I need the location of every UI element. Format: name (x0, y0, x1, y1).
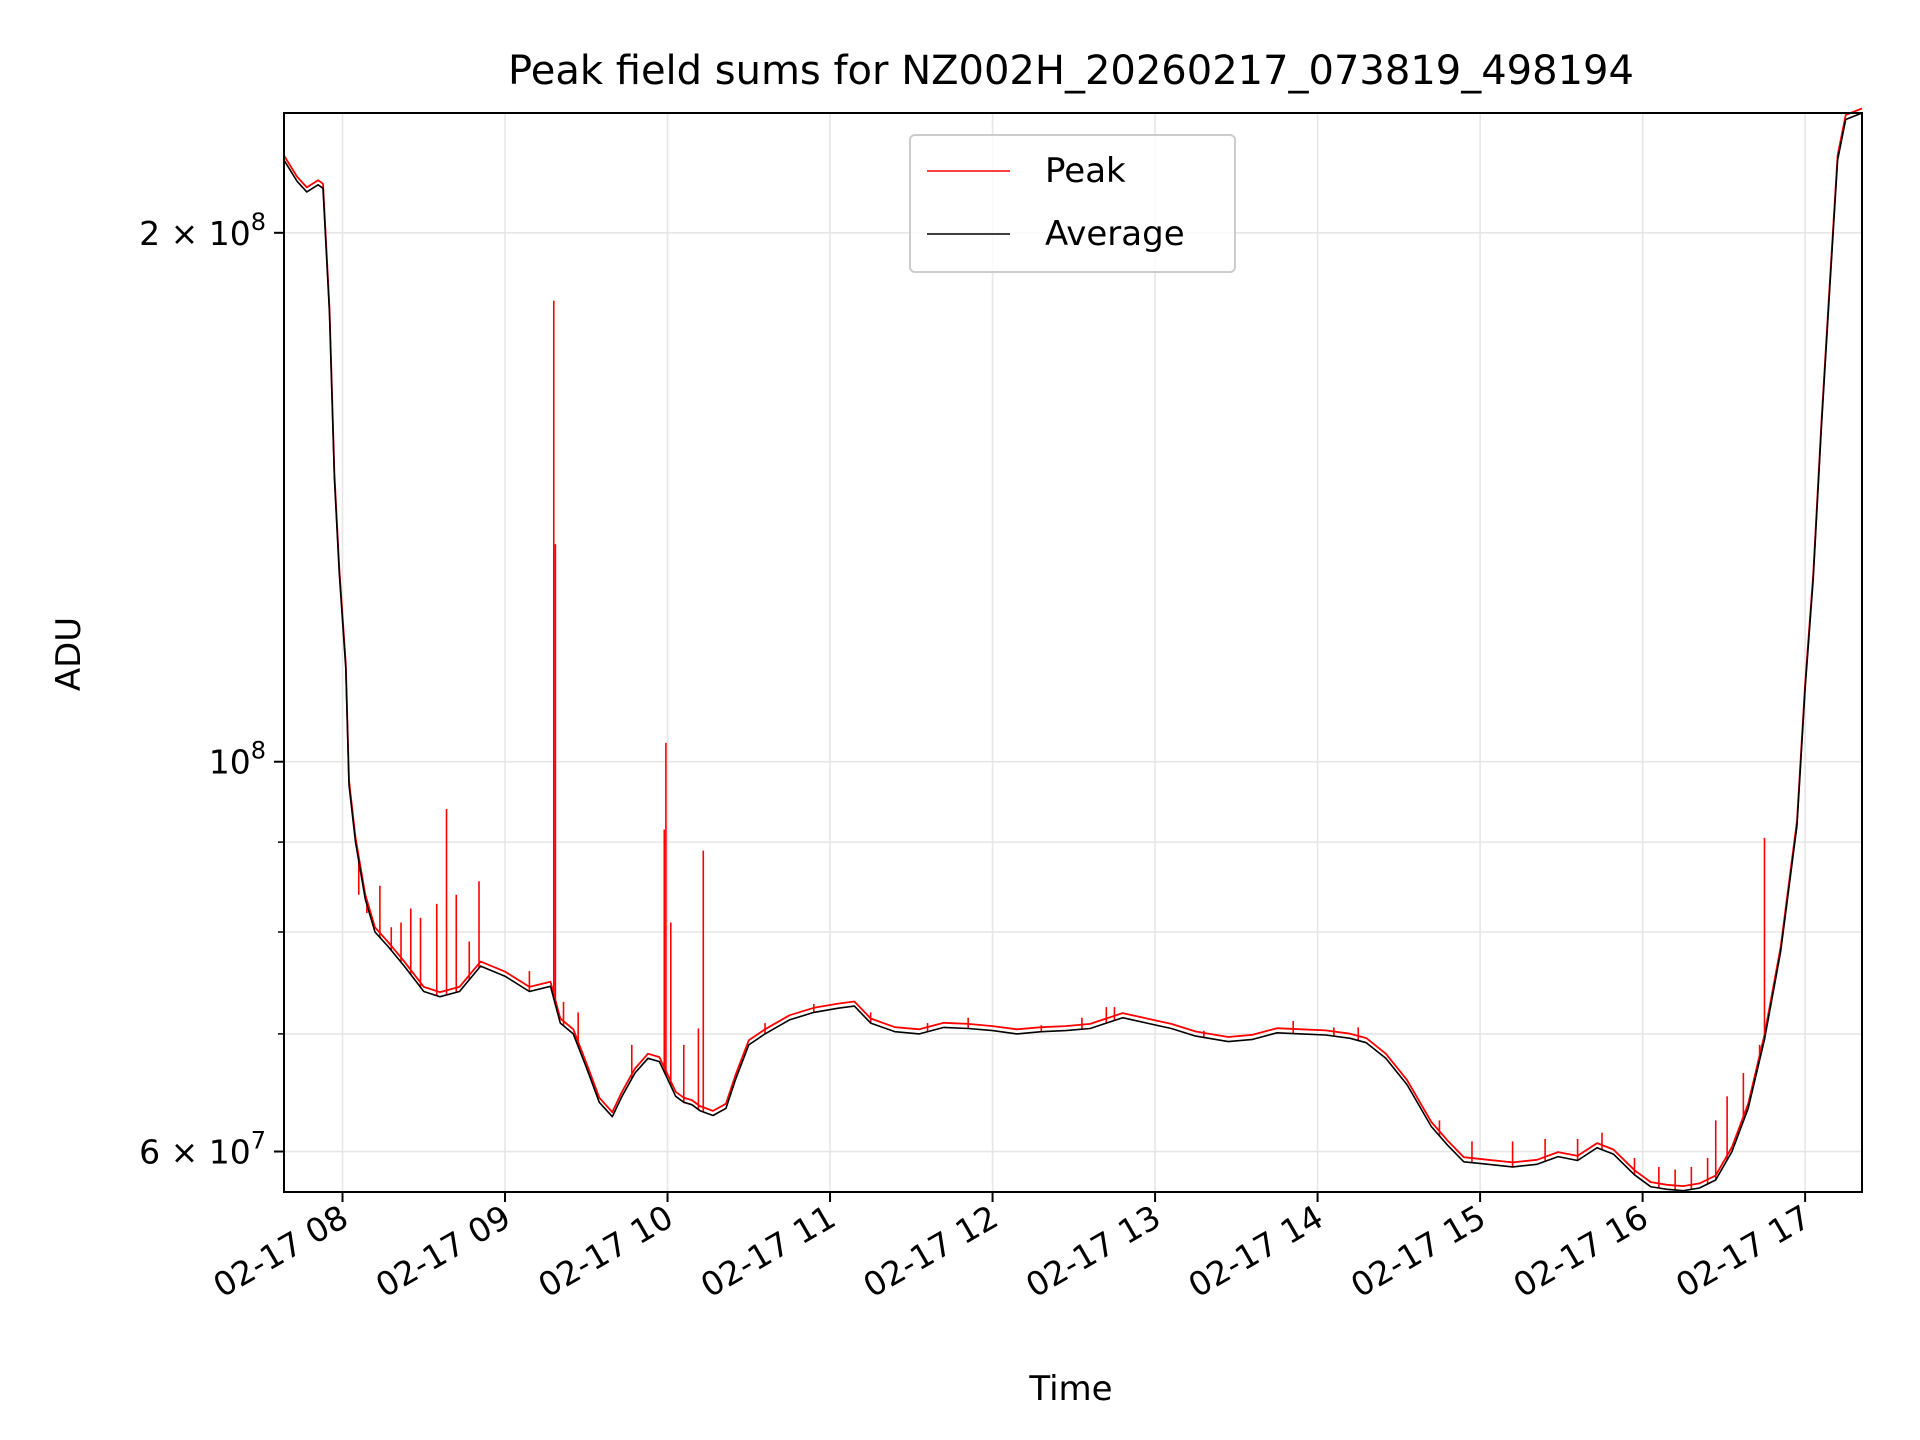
x-tick-label: 02-17 12 (857, 1197, 1005, 1305)
plot-frame (283, 112, 1863, 1193)
x-tick-label: 02-17 14 (1182, 1197, 1330, 1305)
legend-label-average: Average (1045, 214, 1185, 254)
x-axis-label: Time (1028, 1369, 1112, 1409)
y-tick-label: 2 × 108 (139, 208, 266, 253)
y-axis-label: ADU (49, 617, 89, 691)
x-tick-label: 02-17 10 (532, 1197, 680, 1305)
y-tick-label: 108 (209, 737, 266, 782)
legend: Peak Average (909, 134, 1236, 273)
x-tick-label: 02-17 08 (207, 1197, 355, 1305)
legend-label-peak: Peak (1045, 151, 1126, 191)
x-tick-label: 02-17 09 (369, 1197, 517, 1305)
peak-series-line (283, 107, 1863, 1187)
grid-lines (284, 113, 1862, 1192)
x-tick-label: 02-17 15 (1344, 1197, 1492, 1305)
x-tick-label: 02-17 11 (694, 1197, 842, 1305)
x-tick-label: 02-17 16 (1507, 1197, 1655, 1305)
chart-title: Peak field sums for NZ002H_20260217_0738… (508, 48, 1634, 94)
legend-box (909, 134, 1236, 273)
x-axis: 02-17 08 02-17 09 02-17 10 02-17 11 02-17 12… (207, 1192, 1817, 1305)
average-series-line (283, 112, 1863, 1192)
x-tick-label: 02-17 13 (1019, 1197, 1167, 1305)
series-layer (283, 107, 1863, 1192)
x-tick-label: 02-17 17 (1669, 1197, 1817, 1305)
y-axis: 2 × 108 108 6 × 107 (139, 208, 284, 1172)
y-tick-label: 6 × 107 (139, 1127, 266, 1172)
